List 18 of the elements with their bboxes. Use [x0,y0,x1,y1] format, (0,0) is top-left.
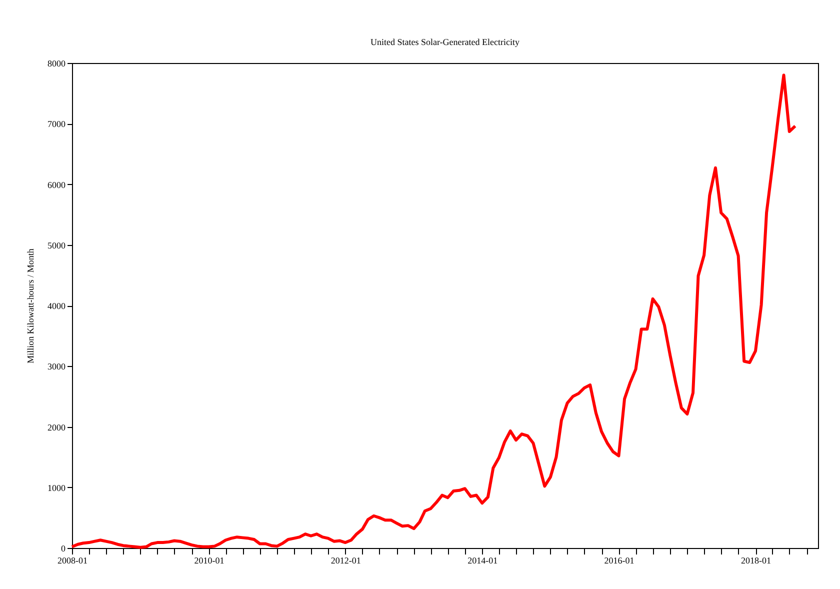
y-tick-label: 0 [61,544,66,554]
y-tick-label: 8000 [48,58,66,68]
x-tick-label: 2008-01 [58,556,88,566]
x-tick-label: 2010-01 [194,556,224,566]
line-series [70,74,797,549]
x-tick-label: 2014-01 [468,556,498,566]
y-tick-label: 2000 [48,422,66,432]
y-tick-label: 3000 [48,362,66,372]
y-tick-label: 1000 [48,482,66,493]
x-tick-label: 2018-01 [741,556,772,566]
y-tick-label: 5000 [48,240,66,250]
y-tick-label: 6000 [48,180,66,190]
y-tick-label: 4000 [48,301,66,311]
x-tick-label: 2012-01 [330,556,361,566]
chart-title: United States Solar-Generated Electricity [370,37,520,47]
y-axis-title: Million Kilowatt-hours / Month [26,248,36,364]
y-tick-label: 7000 [48,119,66,130]
x-tick-label: 2016-01 [604,556,634,566]
